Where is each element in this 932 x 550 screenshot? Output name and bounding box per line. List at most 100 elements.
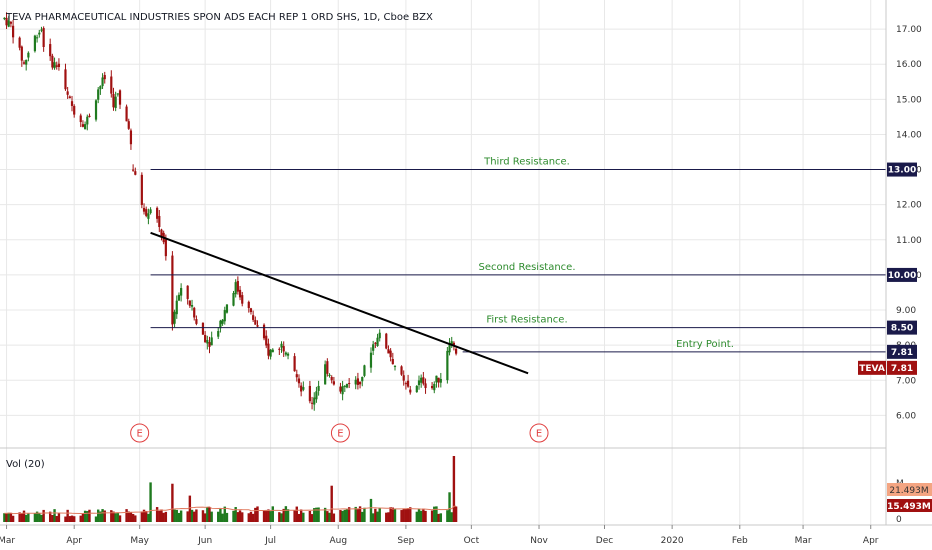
volume-bar [254, 507, 257, 522]
volume-bar [20, 513, 24, 522]
volume-bar [404, 509, 408, 522]
volume-bar [454, 506, 458, 522]
volume-bar [125, 509, 128, 522]
candle-body [156, 207, 159, 219]
volume-bar [11, 515, 15, 522]
candle-body [64, 69, 67, 90]
volume-bar [3, 513, 6, 522]
candle-body [81, 124, 85, 127]
volume-bar [308, 511, 312, 522]
candle-body [446, 350, 449, 381]
time-axis[interactable]: Mar Apr May Jun Jul Aug Sep Oct Nov Dec 2020 Feb Mar… [0, 525, 879, 546]
candle-body [358, 381, 362, 385]
candle-body [132, 169, 135, 171]
volume-bar [35, 511, 39, 522]
candle-body [400, 366, 403, 375]
candle-body [450, 341, 453, 345]
grid [0, 0, 886, 525]
candle-body [376, 337, 379, 347]
volume-bar [280, 513, 283, 522]
candle-body [210, 337, 213, 346]
y-tick-label: 11.00 [896, 236, 922, 246]
x-tick-label: Apr [863, 536, 879, 546]
volume-bar [5, 513, 8, 522]
candle-body [271, 349, 274, 353]
candle-body [134, 171, 137, 175]
volume-bar [217, 511, 220, 522]
candle-body [147, 213, 150, 219]
candle-body [127, 121, 130, 129]
volume-axis-zero: 0 [896, 515, 902, 525]
volume-bar [114, 513, 117, 522]
candle-body [238, 289, 242, 298]
volume-bar [173, 509, 176, 522]
candle-body [315, 391, 318, 400]
candle-body [339, 386, 342, 392]
candle-body [389, 350, 392, 358]
volume-bar [430, 510, 434, 522]
y-tick-label: 14.00 [896, 130, 922, 140]
ticker-price-tag-label: 7.81 [891, 364, 913, 374]
candle-body [313, 397, 316, 405]
volume-bar [439, 513, 443, 522]
volume-bar [339, 510, 342, 522]
candle-body [18, 37, 21, 48]
x-tick-label: 2020 [661, 536, 684, 546]
volume-bar [208, 507, 211, 522]
volume-bar [206, 507, 209, 522]
candle-body [11, 25, 15, 38]
candle-body [343, 385, 346, 387]
volume-bar [99, 511, 102, 522]
candle-body [173, 311, 176, 324]
candle-body [328, 374, 331, 377]
candle-body [430, 385, 434, 389]
earnings-marker-label: E [137, 429, 143, 440]
volume-bar [160, 509, 163, 522]
volume-bar [361, 511, 364, 522]
candle-body [142, 207, 146, 212]
volume-bar [101, 509, 104, 522]
resistance-label: Third Resistance. [483, 157, 570, 168]
volume-bar [53, 509, 56, 522]
candle-body [175, 300, 178, 315]
volume-bar [435, 506, 438, 522]
ticker-tag-label: TEVA [859, 364, 885, 374]
candle-body [49, 44, 52, 57]
candle-body [27, 52, 30, 58]
y-tick-label: 7.00 [896, 376, 916, 386]
candle-body [326, 361, 329, 374]
volume-bar [385, 512, 388, 522]
y-tick-label: 16.00 [896, 60, 922, 70]
volume-bar [134, 515, 137, 522]
volume-bar [391, 507, 395, 522]
volume-bar [149, 482, 152, 522]
earnings-marker [330, 423, 350, 443]
candle-body [324, 364, 327, 385]
volume-bar [363, 507, 366, 522]
volume-bar [295, 506, 298, 522]
ticker-tag-bg [858, 360, 886, 375]
volume-bar [112, 511, 115, 522]
volume-bar [347, 507, 351, 522]
volume-bar [162, 512, 165, 522]
volume-bar [201, 510, 205, 522]
volume-bar [424, 510, 427, 522]
candle-body [94, 100, 98, 120]
candle-body [110, 76, 113, 94]
candle-body [345, 383, 349, 388]
volume-bar [249, 511, 253, 522]
candle-body [254, 319, 257, 325]
candle-body [9, 21, 13, 24]
volume-bar [262, 511, 266, 522]
trend-line[interactable] [150, 231, 529, 375]
volume-bar [271, 506, 274, 522]
candle-body [284, 352, 287, 355]
candle-body [66, 91, 69, 95]
candle-body [164, 239, 167, 257]
volume-bar [238, 510, 242, 522]
candle-body [302, 387, 305, 390]
volume-bar [269, 511, 272, 522]
resistance-label: Second Resistance. [478, 262, 575, 273]
candle-body [409, 389, 412, 393]
